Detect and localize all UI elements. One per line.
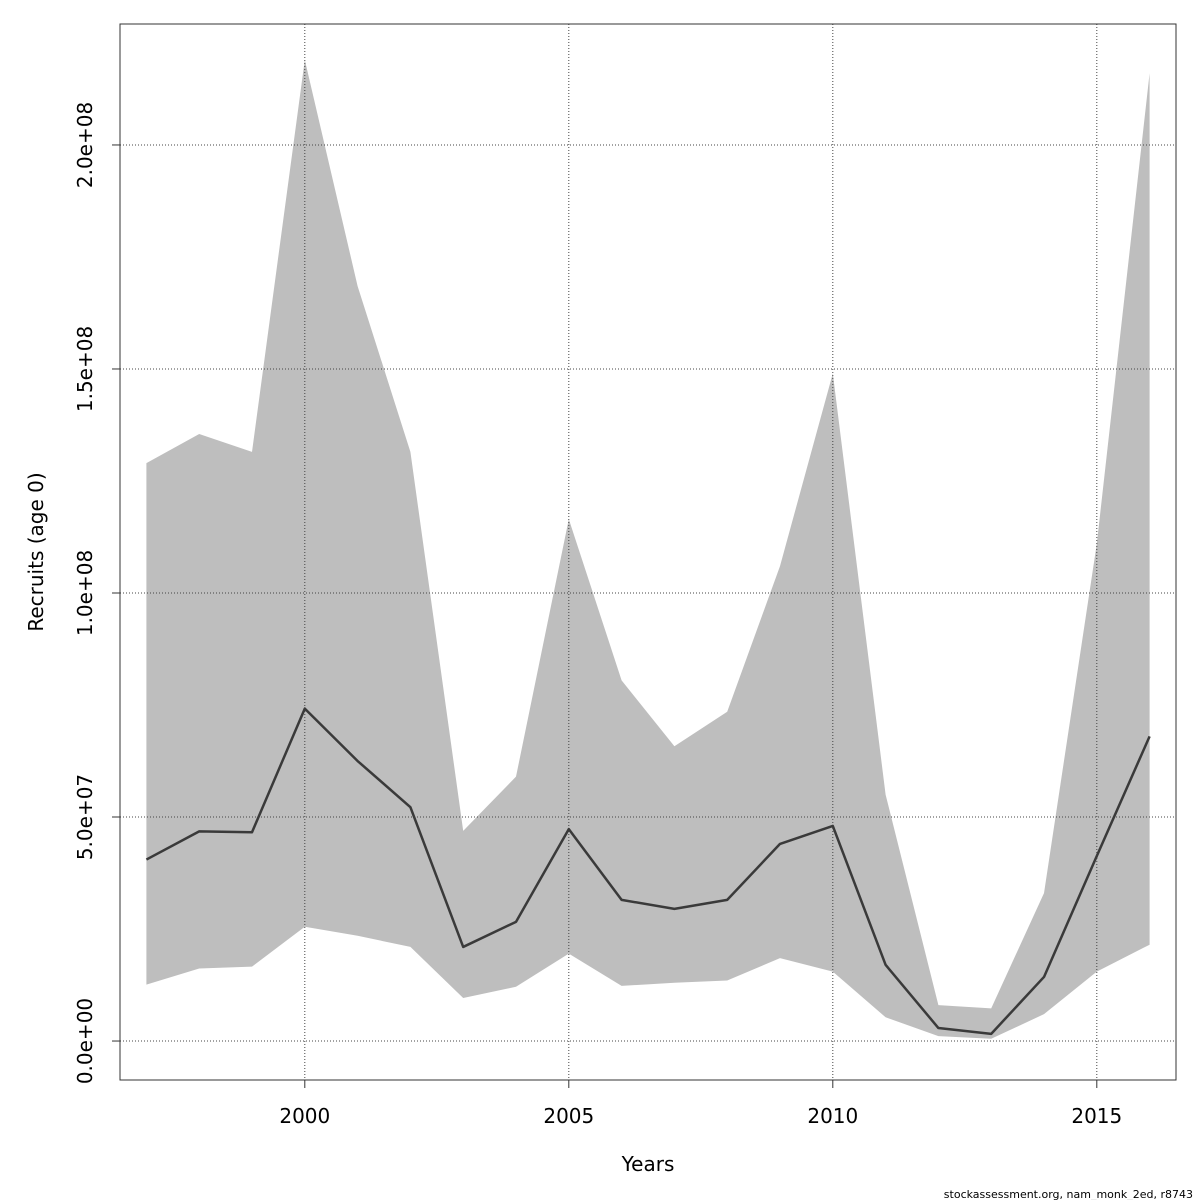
grid-layer bbox=[120, 24, 1176, 1080]
x-tick-label: 2015 bbox=[1071, 1104, 1122, 1128]
estimate-line-layer bbox=[145, 707, 1151, 1036]
x-tick-label: 2010 bbox=[807, 1104, 858, 1128]
estimate-line bbox=[145, 707, 1151, 1036]
y-axis-title: Recruits (age 0) bbox=[24, 472, 48, 631]
y-tick-label: 0.0e+00 bbox=[73, 998, 97, 1084]
footer-text: stockassessment.org, nam_monk_2ed, r8743 bbox=[944, 1188, 1193, 1200]
x-tick-label: 2005 bbox=[543, 1104, 594, 1128]
y-tick-label: 1.5e+08 bbox=[73, 326, 97, 412]
y-tick-label: 5.0e+07 bbox=[73, 774, 97, 860]
y-tick-label: 2.0e+08 bbox=[73, 102, 97, 188]
y-tick-label: 1.0e+08 bbox=[73, 550, 97, 636]
axis-layer: 2000 2005 2010 2015 0.0e+00 5.0e+07 1.0e+08 1.5… bbox=[73, 102, 1122, 1128]
x-tick-label: 2000 bbox=[279, 1104, 330, 1128]
plot-frame bbox=[119, 23, 1177, 1081]
x-axis-title: Years bbox=[621, 1152, 675, 1176]
